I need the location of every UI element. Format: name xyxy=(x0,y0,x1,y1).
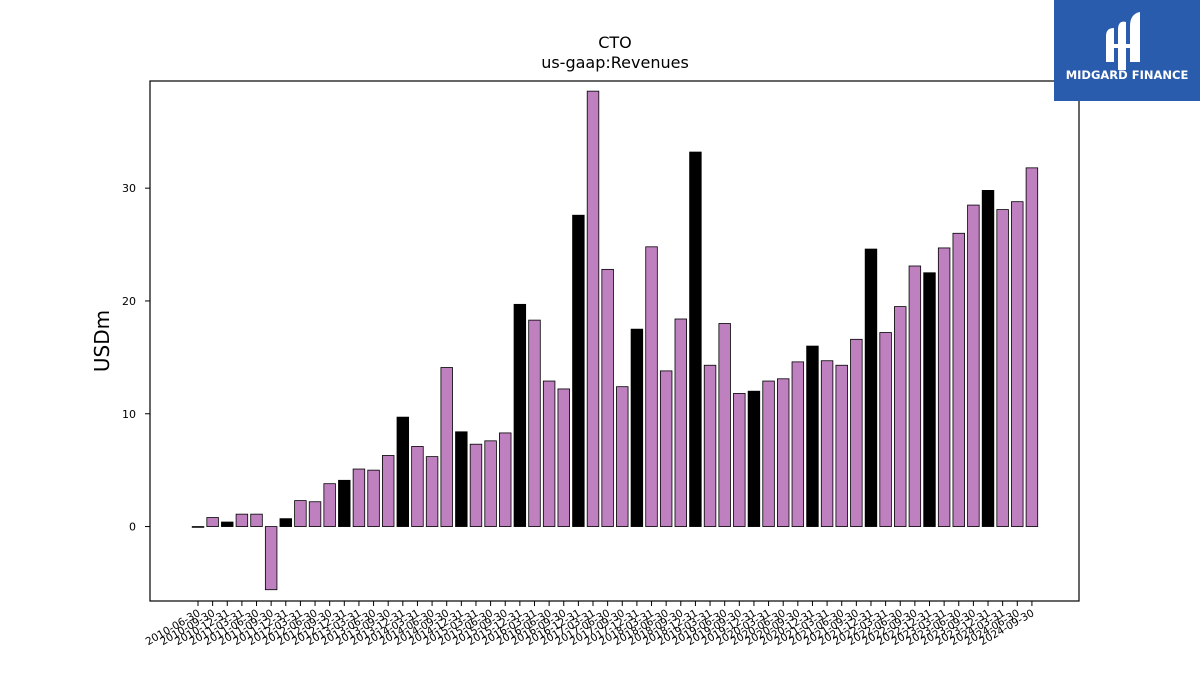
bar-2024-03-31 xyxy=(996,209,1009,527)
bar-2022-12-31 xyxy=(923,272,936,527)
y-axis-label: USDm xyxy=(90,310,114,372)
bar-2014-06-30 xyxy=(425,456,439,527)
bar-2011-12-31 xyxy=(279,518,292,527)
y-tick-label: 20 xyxy=(122,295,136,308)
bar-2021-09-30 xyxy=(850,338,863,527)
bar-2014-12-31 xyxy=(455,431,468,527)
bar-2015-09-30 xyxy=(499,432,512,527)
chart-subtitle: us-gaap:Revenues xyxy=(541,53,689,72)
bar-2015-12-31 xyxy=(513,303,527,527)
y-axis-ticks: 0 10 20 30 xyxy=(122,182,150,534)
bars-group xyxy=(191,90,1039,591)
bar-2018-12-31 xyxy=(689,151,702,527)
bar-2021-12-31 xyxy=(864,248,878,527)
bar-2018-03-31 xyxy=(645,246,658,527)
bar-2023-09-30 xyxy=(967,204,980,527)
bar-2014-09-30 xyxy=(440,367,453,527)
logo-text: MIDGARD FINANCE xyxy=(1065,68,1189,82)
chart-title: CTO xyxy=(598,33,632,52)
bar-2022-03-31 xyxy=(879,332,892,527)
bar-2015-06-30 xyxy=(484,440,497,527)
bar-2010-12-31 xyxy=(221,521,234,527)
bar-2020-09-30 xyxy=(791,361,805,527)
bar-2013-09-30 xyxy=(381,455,395,527)
bar-2020-06-30 xyxy=(777,378,790,527)
bar-2019-09-30 xyxy=(733,393,746,527)
bar-2016-03-31 xyxy=(528,319,541,527)
bar-2013-06-30 xyxy=(367,469,380,527)
bar-2024-06-30 xyxy=(1011,201,1024,527)
bar-2018-09-30 xyxy=(674,318,687,527)
y-tick-label: 30 xyxy=(122,182,136,195)
bar-2022-06-30 xyxy=(894,306,907,527)
bar-2011-09-30 xyxy=(264,526,278,591)
bar-2013-03-31 xyxy=(352,468,366,527)
bar-2010-09-30 xyxy=(206,517,219,527)
bar-2017-06-30 xyxy=(601,268,614,527)
bar-2019-03-31 xyxy=(703,364,717,527)
bar-2012-12-31 xyxy=(338,479,351,527)
y-tick-label: 10 xyxy=(122,408,136,421)
bar-2011-06-30 xyxy=(250,513,263,527)
bar-2017-03-31 xyxy=(586,90,600,527)
bar-2020-03-31 xyxy=(762,380,775,527)
bar-2024-09-30 xyxy=(1025,167,1039,527)
bar-2023-06-30 xyxy=(952,232,965,527)
bar-2010-06-30 xyxy=(191,526,205,528)
bar-2019-06-30 xyxy=(718,323,731,527)
bar-2011-03-31 xyxy=(235,513,249,527)
midgard-finance-logo-icon xyxy=(1106,12,1140,70)
bar-2023-12-31 xyxy=(981,190,995,527)
x-axis-ticks: 2010-06-302010-09-302010-12-312011-03-31… xyxy=(144,601,1036,648)
bar-2017-09-30 xyxy=(616,386,629,527)
bar-2012-03-31 xyxy=(294,500,307,527)
bar-2021-03-31 xyxy=(820,360,834,527)
bar-2017-12-31 xyxy=(630,328,644,527)
bar-2019-12-31 xyxy=(747,390,761,527)
bar-2013-12-31 xyxy=(396,416,410,527)
y-tick-label: 0 xyxy=(129,521,136,534)
bar-2023-03-31 xyxy=(937,247,951,527)
bar-2016-09-30 xyxy=(557,388,570,527)
bar-2016-06-30 xyxy=(542,380,556,527)
bar-2012-06-30 xyxy=(308,501,322,527)
brand-logo: MIDGARD FINANCE xyxy=(1054,0,1200,101)
bar-2015-03-31 xyxy=(469,443,483,527)
plot-frame xyxy=(149,80,1080,602)
bar-2016-12-31 xyxy=(572,214,585,527)
bar-2012-09-30 xyxy=(323,483,336,527)
bar-2020-12-31 xyxy=(806,345,819,527)
bar-2018-06-30 xyxy=(659,370,673,527)
bar-2022-09-30 xyxy=(908,265,922,527)
bar-2014-03-31 xyxy=(411,446,424,527)
bar-2021-06-30 xyxy=(835,364,848,527)
